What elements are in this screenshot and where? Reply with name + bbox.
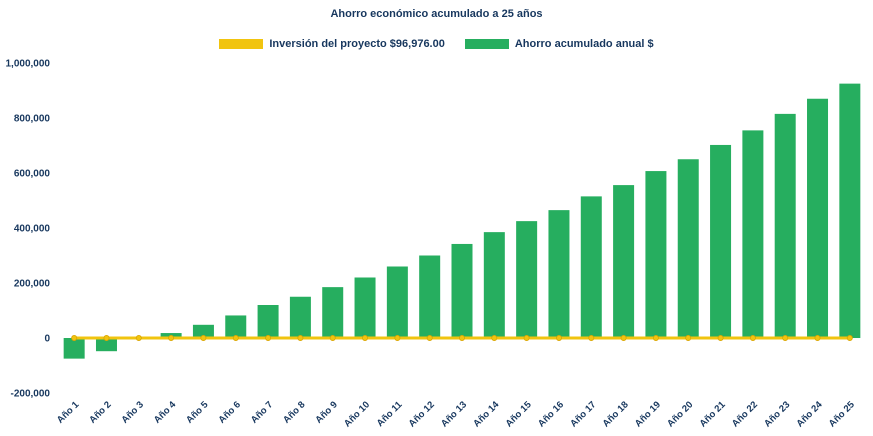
savings-bar	[451, 243, 473, 338]
savings-bar	[645, 171, 667, 338]
savings-bar	[483, 232, 505, 339]
investment-line-marker-icon	[782, 334, 789, 341]
x-axis-label: Año 9	[313, 399, 339, 425]
x-axis-label: Año 2	[87, 399, 113, 425]
y-tick-label: 400,000	[14, 224, 51, 235]
x-axis-label: Año 21	[698, 399, 729, 430]
x-axis-label: Año 25	[827, 399, 858, 430]
investment-line-marker-icon	[200, 334, 207, 341]
savings-bar	[257, 305, 279, 338]
x-axis-label: Año 24	[794, 399, 825, 430]
investment-line-marker-icon	[71, 334, 78, 341]
investment-line-marker-icon	[103, 334, 110, 341]
investment-line-marker-icon	[265, 334, 272, 341]
investment-line-marker-icon	[588, 334, 595, 341]
savings-bar	[63, 338, 85, 359]
legend-item-savings: Ahorro acumulado anual $	[464, 38, 654, 50]
investment-line-marker-icon	[814, 334, 821, 341]
investment-line-marker-icon	[620, 334, 627, 341]
x-axis-label: Año 13	[439, 399, 469, 429]
savings-bar	[516, 221, 538, 339]
x-axis-label: Año 7	[249, 399, 275, 425]
investment-line-marker-icon	[523, 334, 530, 341]
x-axis-label: Año 15	[504, 399, 535, 430]
legend-swatch-savings-icon	[464, 39, 509, 49]
x-axis-label: Año 8	[281, 399, 307, 425]
x-axis-label: Año 6	[216, 399, 242, 425]
savings-bar	[677, 159, 699, 338]
investment-line-marker-icon	[329, 334, 336, 341]
x-axis-label: Año 19	[633, 399, 663, 429]
x-axis-label: Año 11	[375, 399, 405, 429]
x-axis-label: Año 20	[665, 399, 695, 429]
y-tick-label: 200,000	[14, 279, 51, 290]
legend-label-savings: Ahorro acumulado anual $	[514, 38, 654, 50]
x-axis-label: Año 10	[342, 399, 372, 429]
x-axis-label: Año 1	[55, 399, 82, 426]
y-tick-label: 800,000	[14, 114, 51, 125]
investment-line-marker-icon	[394, 334, 401, 341]
legend-item-investment: Inversión del proyecto $96,976.00	[219, 38, 445, 50]
investment-line-marker-icon	[717, 334, 724, 341]
investment-line-marker-icon	[749, 334, 756, 341]
investment-line-marker-icon	[297, 334, 304, 341]
x-axis-label: Año 12	[407, 399, 437, 429]
savings-bar	[95, 338, 117, 352]
savings-bar	[774, 113, 796, 339]
savings-bar	[839, 83, 861, 339]
x-axis-label: Año 23	[762, 399, 792, 429]
x-axis-label: Año 4	[152, 399, 179, 426]
investment-line-marker-icon	[491, 334, 498, 341]
investment-line-marker-icon	[652, 334, 659, 341]
x-axis-label: Año 3	[119, 399, 145, 425]
x-axis-label: Año 18	[601, 399, 631, 429]
chart-title: Ahorro económico acumulado a 25 años	[330, 8, 543, 20]
investment-line-marker-icon	[556, 334, 563, 341]
x-axis-label: Año 17	[568, 399, 598, 429]
investment-line-marker-icon	[458, 334, 465, 341]
savings-bar	[613, 185, 635, 338]
y-tick-label: 1,000,000	[6, 59, 51, 70]
x-axis-label: Año 14	[471, 399, 502, 430]
x-axis-label: Año 22	[730, 399, 760, 429]
y-tick-label: -200,000	[11, 389, 51, 400]
savings-bar	[225, 315, 247, 338]
savings-bar	[742, 130, 764, 339]
savings-bar	[419, 255, 441, 338]
y-tick-label: 0	[44, 334, 50, 345]
savings-bar	[807, 98, 829, 338]
x-axis-label: Año 5	[184, 399, 211, 426]
savings-bar	[710, 144, 732, 338]
savings-bar	[322, 287, 344, 339]
investment-line-marker-icon	[685, 334, 692, 341]
chart-legend: Inversión del proyecto $96,976.00 Ahorro…	[0, 38, 873, 50]
investment-line-marker-icon	[426, 334, 433, 341]
x-axis-label: Año 16	[536, 399, 566, 429]
investment-line-marker-icon	[168, 334, 175, 341]
savings-bar	[580, 196, 602, 339]
investment-line-marker-icon	[361, 334, 368, 341]
savings-bar	[548, 210, 570, 339]
savings-bar	[289, 296, 311, 338]
savings-bar	[354, 277, 376, 338]
legend-label-investment: Inversión del proyecto $96,976.00	[269, 38, 445, 50]
y-tick-label: 600,000	[14, 169, 51, 180]
investment-line-marker-icon	[135, 334, 142, 341]
savings-bar	[386, 266, 408, 338]
savings-bar	[192, 324, 214, 338]
investment-line-marker-icon	[846, 334, 853, 341]
legend-swatch-investment-icon	[219, 39, 264, 49]
investment-line-marker-icon	[232, 334, 239, 341]
